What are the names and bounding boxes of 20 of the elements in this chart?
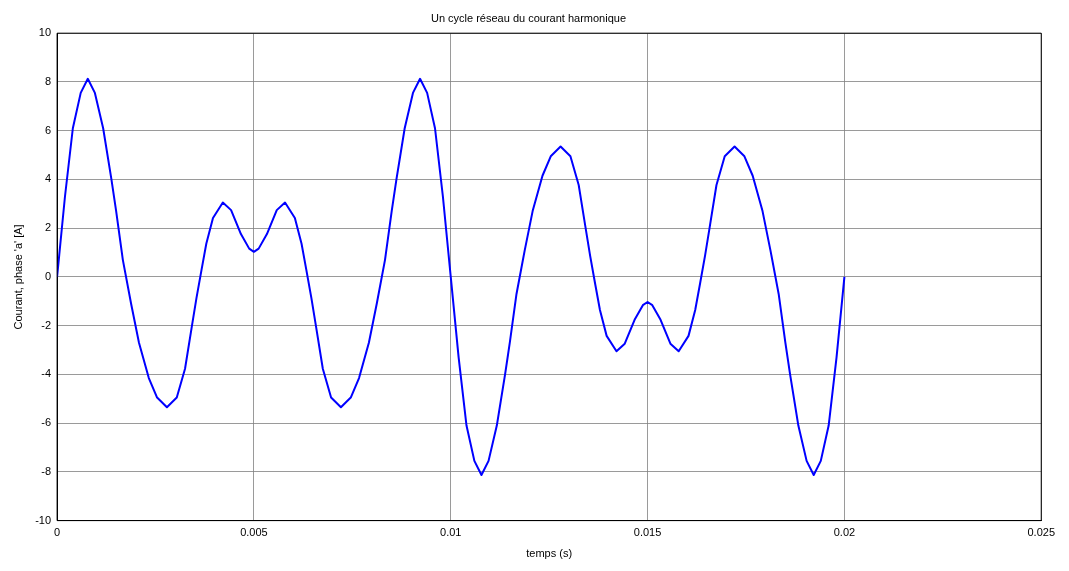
- x-tick-label: 0.015: [633, 526, 662, 539]
- y-tick-label: -2: [41, 318, 52, 331]
- y-axis-title: Courant, phase 'a' [A]: [11, 224, 24, 330]
- chart-title: Un cycle réseau du courant harmonique: [430, 11, 627, 24]
- x-tick-label: 0.025: [1027, 526, 1055, 539]
- y-tick-label: -10: [35, 513, 52, 526]
- y-tick-label: 4: [44, 172, 52, 185]
- x-tick-label: 0.005: [240, 526, 268, 539]
- y-tick-label: 0: [44, 269, 52, 282]
- x-tick-label: 0.01: [440, 526, 462, 539]
- y-tick-label: 6: [44, 123, 52, 136]
- y-tick-label: -4: [41, 367, 52, 380]
- y-tick-label: 8: [44, 74, 52, 87]
- y-tick-label: -6: [41, 416, 52, 429]
- y-tick-label: -8: [41, 464, 52, 477]
- x-axis-title: temps (s): [526, 547, 573, 560]
- x-tick-label: 0.02: [833, 526, 856, 539]
- y-tick-label: 2: [44, 221, 52, 234]
- x-tick-label: 0: [54, 526, 61, 539]
- y-tick-label: 10: [38, 26, 52, 39]
